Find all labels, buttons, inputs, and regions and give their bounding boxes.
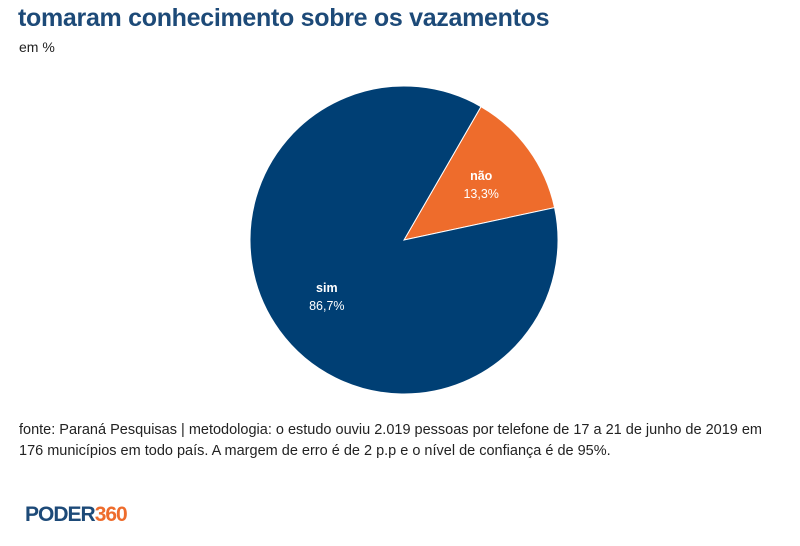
- pie-slice-não: [403, 105, 556, 241]
- slice-category-label: sim: [316, 281, 338, 295]
- logo-part1: PODER: [25, 503, 96, 526]
- source-note: fonte: Paraná Pesquisas | metodologia: o…: [19, 422, 762, 459]
- poder360-logo: PODER360: [25, 503, 128, 527]
- pie-slice-sim: [249, 85, 559, 395]
- slice-value-label: 13,3%: [463, 187, 498, 201]
- slice-category-label: não: [470, 169, 493, 183]
- chart-subtitle: em %: [19, 39, 55, 55]
- pie-chart: não 13,3% sim 86,7%: [249, 85, 559, 395]
- slice-value-label: 86,7%: [309, 299, 344, 313]
- logo-part2: 360: [94, 503, 128, 526]
- chart-title: tomaram conhecimento sobre os vazamentos: [18, 4, 550, 32]
